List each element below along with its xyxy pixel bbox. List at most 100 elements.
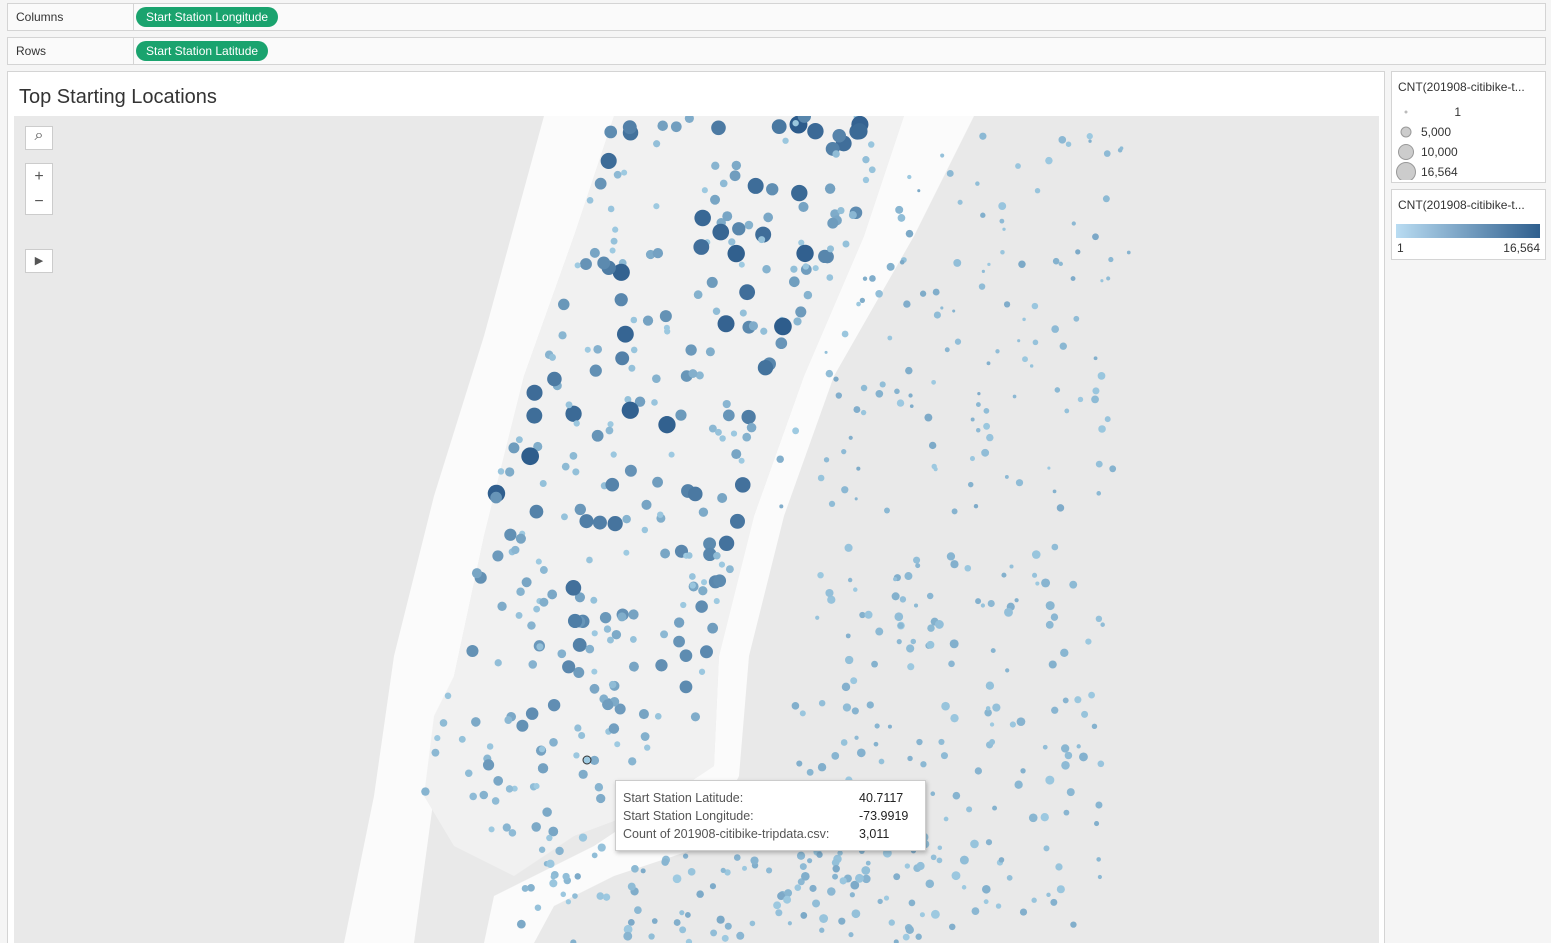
station-dot[interactable] <box>1031 897 1037 903</box>
station-dot[interactable] <box>599 611 612 624</box>
station-dot[interactable] <box>986 361 991 366</box>
station-dot[interactable] <box>907 663 915 671</box>
station-dot[interactable] <box>603 625 612 633</box>
station-dot[interactable] <box>1022 356 1028 363</box>
station-dot[interactable] <box>724 922 732 930</box>
station-dot[interactable] <box>848 435 853 440</box>
station-dot[interactable] <box>712 223 730 241</box>
station-dot[interactable] <box>766 183 779 196</box>
station-dot[interactable] <box>652 476 663 488</box>
station-dot[interactable] <box>915 933 922 940</box>
station-dot[interactable] <box>824 183 836 194</box>
station-dot[interactable] <box>672 874 682 884</box>
station-dot[interactable] <box>547 589 558 600</box>
station-dot[interactable] <box>928 441 937 450</box>
station-dot[interactable] <box>905 229 914 238</box>
station-dot[interactable] <box>675 409 687 421</box>
station-dot[interactable] <box>841 330 849 338</box>
station-dot[interactable] <box>916 738 923 746</box>
station-dot[interactable] <box>985 681 995 690</box>
station-dot[interactable] <box>561 462 570 471</box>
station-dot[interactable] <box>597 256 611 270</box>
zoom-controls[interactable]: + − <box>25 163 53 215</box>
station-dot[interactable] <box>864 610 873 619</box>
station-dot[interactable] <box>1056 885 1065 894</box>
station-dot[interactable] <box>1045 620 1054 629</box>
station-dot[interactable] <box>879 381 886 388</box>
station-dot[interactable] <box>502 823 511 832</box>
station-dot[interactable] <box>670 121 682 133</box>
station-dot[interactable] <box>1001 572 1007 578</box>
station-dot[interactable] <box>738 261 745 268</box>
station-dot[interactable] <box>998 857 1005 863</box>
station-dot[interactable] <box>913 556 921 564</box>
station-dot[interactable] <box>710 194 721 205</box>
station-dot[interactable] <box>1017 339 1021 343</box>
station-dot[interactable] <box>1097 760 1105 768</box>
station-dot[interactable] <box>693 239 710 255</box>
station-dot[interactable] <box>634 906 642 914</box>
station-dot[interactable] <box>614 703 626 715</box>
station-dot[interactable] <box>624 395 632 403</box>
station-dot[interactable] <box>995 903 1002 909</box>
search-button[interactable]: ⌕ <box>25 126 53 150</box>
station-dot[interactable] <box>1109 465 1117 473</box>
station-dot[interactable] <box>969 456 975 462</box>
station-dot[interactable] <box>948 923 956 931</box>
pan-button[interactable]: ▶ <box>25 249 53 273</box>
station-dot[interactable] <box>948 660 955 668</box>
station-dot[interactable] <box>839 877 847 885</box>
station-dot[interactable] <box>621 401 639 419</box>
station-dot[interactable] <box>1061 744 1070 753</box>
station-dot[interactable] <box>673 919 681 926</box>
station-dot[interactable] <box>1088 691 1095 699</box>
station-dot[interactable] <box>574 873 581 880</box>
station-dot[interactable] <box>775 337 788 350</box>
station-dot[interactable] <box>862 276 868 281</box>
station-dot[interactable] <box>694 209 711 227</box>
station-dot[interactable] <box>548 826 559 837</box>
station-dot[interactable] <box>744 220 754 230</box>
station-dot[interactable] <box>538 745 546 753</box>
station-dot[interactable] <box>777 892 786 901</box>
station-dot[interactable] <box>490 491 502 504</box>
station-dot[interactable] <box>995 349 1000 354</box>
station-dot[interactable] <box>539 480 547 488</box>
station-dot[interactable] <box>824 350 828 354</box>
station-dot[interactable] <box>850 677 858 685</box>
selected-mark[interactable] <box>582 755 592 765</box>
station-dot[interactable] <box>1006 874 1013 881</box>
station-dot[interactable] <box>622 514 631 524</box>
station-dot[interactable] <box>792 119 799 127</box>
station-dot[interactable] <box>903 300 911 308</box>
station-dot[interactable] <box>515 533 526 544</box>
station-dot[interactable] <box>574 724 582 732</box>
station-dot[interactable] <box>796 851 806 860</box>
station-dot[interactable] <box>980 212 986 218</box>
station-dot[interactable] <box>1104 416 1111 423</box>
station-dot[interactable] <box>628 757 637 766</box>
station-dot[interactable] <box>580 258 592 271</box>
station-dot[interactable] <box>1060 648 1069 658</box>
station-dot[interactable] <box>1059 342 1067 350</box>
station-dot[interactable] <box>1050 898 1058 906</box>
station-dot[interactable] <box>896 639 902 645</box>
station-dot[interactable] <box>835 392 842 399</box>
station-dot[interactable] <box>741 865 748 871</box>
station-dot[interactable] <box>832 150 840 158</box>
station-dot[interactable] <box>1004 607 1013 617</box>
station-dot[interactable] <box>748 321 759 331</box>
station-dot[interactable] <box>979 132 987 140</box>
station-dot[interactable] <box>940 153 945 158</box>
station-dot[interactable] <box>508 829 517 837</box>
station-dot[interactable] <box>747 177 764 194</box>
station-dot[interactable] <box>712 307 721 315</box>
station-dot[interactable] <box>602 893 611 901</box>
station-dot[interactable] <box>658 416 676 434</box>
station-dot[interactable] <box>628 364 636 372</box>
station-dot[interactable] <box>1088 139 1092 143</box>
station-dot[interactable] <box>591 429 604 442</box>
station-dot[interactable] <box>970 417 975 422</box>
station-dot[interactable] <box>1052 257 1060 265</box>
station-dot[interactable] <box>688 573 696 580</box>
